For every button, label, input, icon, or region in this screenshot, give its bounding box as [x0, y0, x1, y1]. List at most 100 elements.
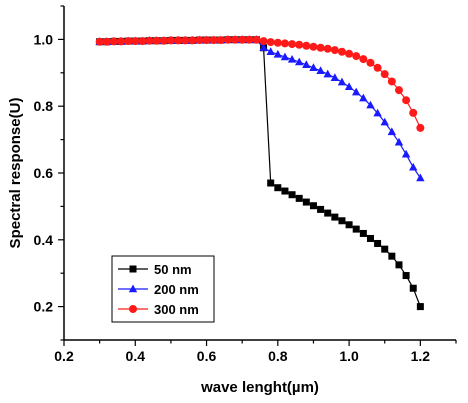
data-point [324, 209, 332, 217]
data-point [266, 47, 275, 55]
data-point [331, 213, 339, 221]
series-layer [95, 35, 425, 311]
data-point [109, 37, 118, 46]
data-point [202, 36, 211, 45]
data-point [216, 36, 225, 45]
data-point [373, 108, 382, 117]
data-point [166, 36, 175, 45]
data-point [238, 35, 247, 44]
x-tick-label: 0.6 [197, 348, 217, 364]
legend-marker [129, 305, 137, 313]
data-point [344, 82, 354, 91]
x-tick-label: 1.0 [339, 348, 359, 364]
data-point [287, 54, 297, 63]
legend-label: 50 nm [154, 262, 192, 277]
data-point [259, 37, 268, 46]
legend-item: 200 nm [118, 282, 199, 297]
data-point [323, 69, 332, 78]
y-tick-label: 1.0 [34, 31, 54, 47]
data-point [387, 77, 396, 86]
data-point [359, 229, 367, 237]
data-point [394, 137, 404, 146]
data-point [338, 217, 346, 225]
data-point [416, 303, 424, 311]
data-point [295, 57, 304, 66]
data-point [309, 202, 317, 210]
y-tick-label: 0.4 [34, 232, 54, 248]
data-point [145, 36, 154, 45]
data-point [259, 43, 268, 51]
data-point [267, 179, 275, 187]
series-200-nm [95, 35, 425, 182]
x-tick-label: 0.2 [54, 348, 74, 364]
x-tick-label: 1.2 [411, 348, 431, 364]
data-point [395, 261, 403, 269]
data-point [252, 35, 261, 44]
y-tick-label: 0.6 [34, 165, 54, 181]
data-point [394, 86, 403, 95]
data-point [352, 87, 361, 96]
data-point [223, 35, 232, 44]
data-point [195, 36, 204, 45]
data-point [316, 43, 325, 52]
data-point [409, 108, 418, 117]
data-point [273, 49, 283, 58]
data-point [174, 36, 183, 45]
data-point [387, 127, 397, 136]
data-point [302, 60, 311, 68]
legend-label: 200 nm [154, 282, 199, 297]
data-point [124, 37, 133, 46]
data-point [245, 35, 254, 44]
x-axis-title: wave lenght(µm) [200, 379, 319, 396]
legend-item: 50 nm [118, 262, 192, 277]
legend-label: 300 nm [154, 302, 199, 317]
data-point [345, 49, 354, 58]
data-point [337, 47, 346, 56]
legend-item: 300 nm [118, 302, 199, 317]
data-point [131, 37, 140, 46]
data-point [209, 36, 218, 45]
data-point [366, 100, 375, 109]
axis-ticks: 0.2 0.4 0.6 0.8 1.0 1.2 0.2 0.4 0.6 0.8 1.0 [34, 5, 457, 364]
data-point [381, 245, 389, 253]
data-point [188, 36, 197, 45]
data-point [159, 36, 168, 45]
data-point [345, 221, 353, 229]
data-point [366, 234, 374, 242]
data-point [359, 55, 368, 64]
y-axis-title: Spectral response(U) [7, 98, 24, 249]
data-point [323, 44, 332, 53]
data-point [280, 39, 289, 48]
data-point [309, 63, 318, 71]
data-point [309, 42, 318, 51]
data-point [138, 37, 147, 46]
series-line [99, 39, 421, 129]
data-point [409, 284, 417, 292]
data-point [330, 46, 339, 55]
data-point [295, 40, 304, 49]
legend-marker [129, 265, 137, 273]
data-point [330, 73, 340, 82]
data-point [380, 70, 389, 79]
data-point [274, 184, 282, 192]
x-tick-label: 0.4 [126, 348, 146, 364]
data-point [302, 41, 311, 50]
data-point [266, 38, 275, 47]
y-tick-label: 0.8 [34, 98, 54, 114]
data-point [337, 77, 347, 86]
data-point [373, 63, 382, 72]
data-point [302, 198, 310, 206]
data-point [181, 36, 190, 45]
data-point [401, 149, 411, 158]
data-point [359, 93, 368, 102]
data-point [352, 225, 360, 233]
y-tick-label: 0.2 [34, 299, 54, 315]
data-point [380, 117, 389, 126]
data-point [366, 58, 375, 67]
data-point [117, 37, 126, 46]
data-point [316, 66, 325, 74]
data-point [288, 40, 297, 49]
legend: 50 nm 200 nm 300 nm [111, 255, 215, 323]
